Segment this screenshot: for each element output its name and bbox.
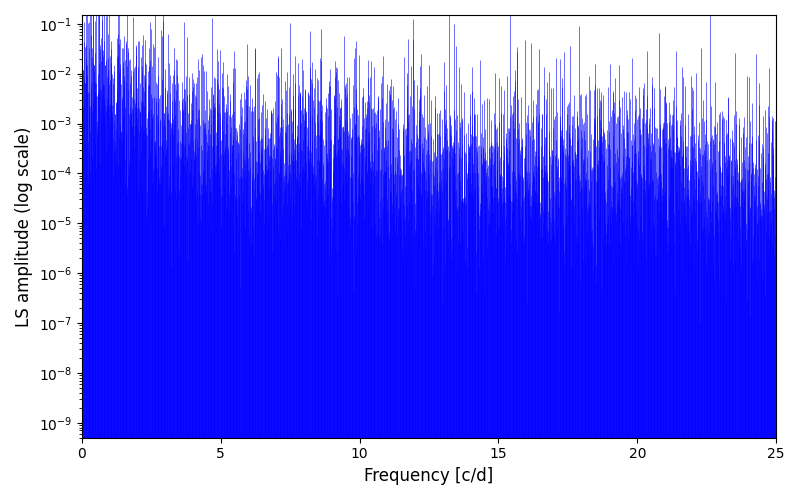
Y-axis label: LS amplitude (log scale): LS amplitude (log scale) [15,126,33,326]
X-axis label: Frequency [c/d]: Frequency [c/d] [364,467,494,485]
